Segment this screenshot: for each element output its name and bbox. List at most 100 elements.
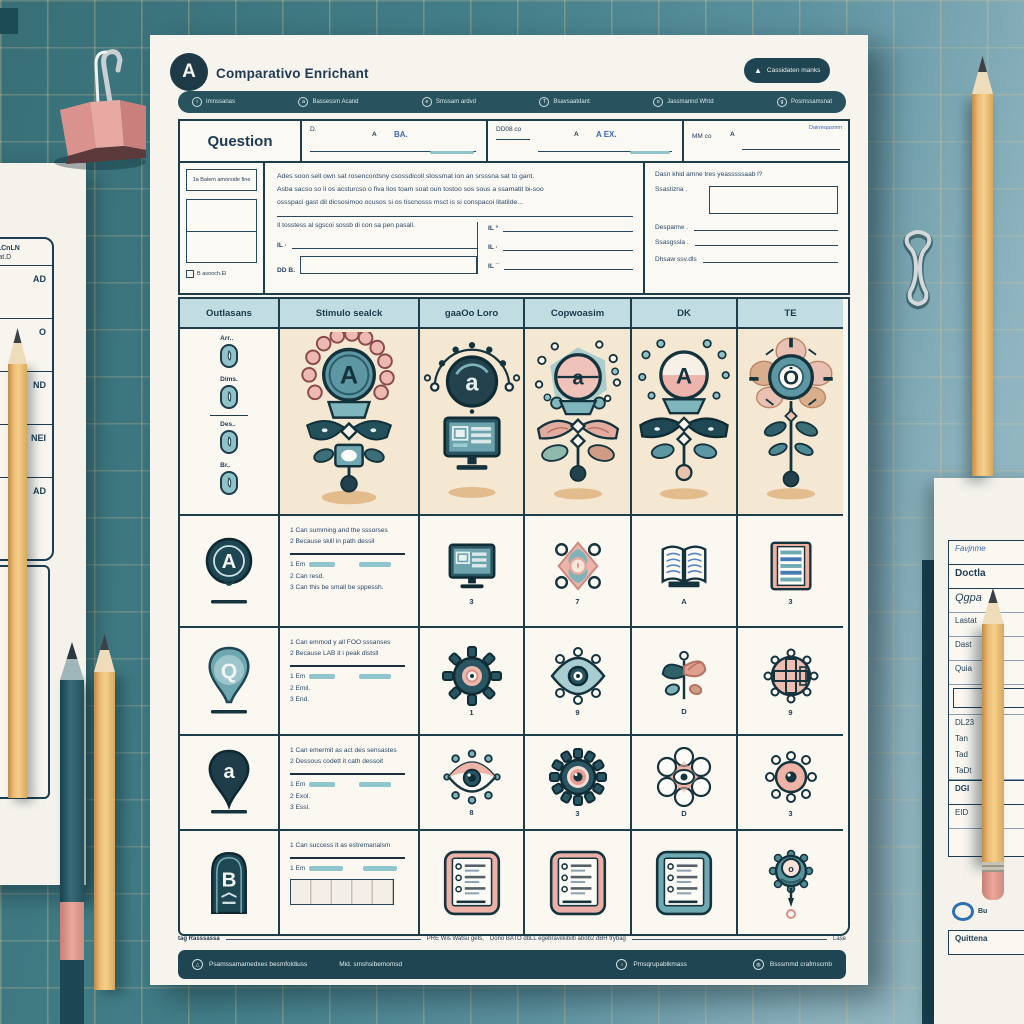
- nav-item[interactable]: T Bsavsaatdant: [539, 97, 590, 107]
- row-card-cell: [420, 831, 525, 934]
- flower-a-monitor: a: [423, 341, 520, 498]
- checkbox-icon[interactable]: [186, 270, 194, 278]
- left-paper-subheading: sssnat.D: [0, 254, 12, 261]
- question-field-cell: DD08 co A A EX.: [488, 121, 684, 161]
- fill-in-line[interactable]: [496, 139, 530, 140]
- mosaic-icon: [763, 648, 818, 703]
- fill-in-line[interactable]: [694, 237, 838, 246]
- note-item: 1 Em: [290, 779, 392, 790]
- instructions-right-cell: Dasn khid amne tres yeasssssaab l? Ssast…: [645, 163, 848, 293]
- icon-label: 7: [575, 596, 580, 606]
- fill-in-line[interactable]: [702, 254, 838, 263]
- footnote-rule: [631, 938, 827, 940]
- flower-a-half: A: [638, 338, 730, 499]
- right-question: Dasn khid amne tres yeasssssaab l?: [655, 171, 763, 178]
- footer-item[interactable]: Bsssmmd crafmscmb: [769, 961, 832, 968]
- flower-illustration-cell: a: [420, 329, 525, 516]
- pin-lowercase-a-icon: a: [208, 749, 250, 813]
- left-paper-row-label: NEI: [30, 433, 46, 443]
- highlight-bar: [309, 674, 336, 680]
- outcome-pill[interactable]: [220, 430, 238, 454]
- nav-icon: i: [192, 97, 202, 107]
- footnote-rule: [225, 938, 421, 940]
- outcome-pill[interactable]: [220, 344, 238, 368]
- nav-bar: i Imnssanas a Bassessm Acand e Smssam ardvd…: [178, 91, 846, 113]
- eye-icon: [442, 749, 501, 805]
- fill-in-line[interactable]: [502, 241, 633, 251]
- flower-o-gear: Ȯ: [748, 336, 833, 499]
- fill-in-line[interactable]: [310, 151, 476, 152]
- sub-instruction-line: Il tosstess al sgscoi sossb di con sa pe…: [277, 221, 415, 229]
- row-card-cell: [632, 831, 738, 934]
- flower-illustration-cell: A: [632, 329, 738, 516]
- note-item: 3 End.: [290, 695, 310, 703]
- footnote-right: Lase: [833, 936, 847, 942]
- gear-eye-icon: [548, 748, 607, 806]
- footnote-left: tag Rasssassa: [178, 936, 220, 942]
- row-pin-cell: Q: [180, 628, 280, 736]
- field-label: DD08 co: [496, 126, 522, 133]
- row-icon-cell: D: [632, 736, 738, 831]
- field-label: Dhsaw ssv.dls: [655, 256, 697, 263]
- nav-icon: g: [776, 97, 787, 107]
- header-badge[interactable]: ▲ Cassidaten manks: [744, 58, 831, 83]
- fill-in-line[interactable]: [742, 149, 840, 150]
- svg-text:A: A: [222, 551, 236, 573]
- flower-eye-icon: [656, 747, 712, 807]
- field-label: Despamw .: [655, 224, 688, 231]
- outcome-pill[interactable]: [220, 471, 238, 495]
- answer-grid-box[interactable]: [290, 879, 394, 906]
- nav-item[interactable]: o Jassmannd Whtd: [653, 97, 714, 107]
- pencil-icon: [972, 56, 993, 476]
- row-icon-cell: 9: [738, 628, 843, 736]
- sun-icon: [764, 751, 817, 803]
- side-bottom-label: B asooch.El: [197, 271, 227, 277]
- fill-in-line[interactable]: [538, 151, 672, 152]
- left-paper-row-label: AD: [33, 274, 46, 284]
- nav-item[interactable]: a Bassessm Acand: [298, 97, 358, 107]
- highlight-bar: [309, 782, 336, 788]
- badge-label: Cassidaten manks: [766, 67, 821, 74]
- footer-item[interactable]: Pmsqrupablkmass: [633, 961, 687, 968]
- plant-icon: [661, 650, 707, 699]
- feather-icon: [227, 350, 232, 361]
- ornament-icon: o: [768, 849, 813, 919]
- row-icon-cell: D: [632, 628, 738, 736]
- icon-label: 3: [788, 809, 793, 818]
- note-item: 1 Em: [290, 671, 392, 682]
- footer-item[interactable]: Mid. smshsibemomsd: [339, 961, 403, 968]
- fill-in-line[interactable]: [291, 238, 477, 249]
- footnote-row: tag Rasssassa PRE Wis Watsu gets, Dono B…: [178, 936, 846, 942]
- fill-in-line[interactable]: [693, 222, 838, 231]
- instruction-paragraph-line: Ades soon sell own sat rosencordsny csos…: [277, 173, 535, 180]
- nav-item[interactable]: g Posmssamsnat: [776, 97, 832, 107]
- note-item: 1 Em: [290, 559, 392, 570]
- page-title: Comparativo Enrichant: [216, 66, 369, 81]
- footer-icon: ◍: [752, 959, 764, 970]
- note-line: 1 Can emermit as act des sensastes: [290, 747, 397, 754]
- field-value: A EX.: [596, 130, 617, 139]
- nav-item[interactable]: e Smssam ardvd: [421, 97, 476, 107]
- row-icon-cell: 8: [420, 736, 525, 831]
- checklist-card-teal-icon: [655, 850, 713, 915]
- fill-in-box[interactable]: [709, 186, 838, 214]
- row-icon-cell: 3: [525, 736, 632, 831]
- footer-icon: △: [192, 959, 203, 970]
- worksheet-page: A Comparativo Enrichant ▲ Cassidaten man…: [150, 35, 868, 985]
- svg-text:Ȯ: Ȯ: [783, 366, 799, 389]
- highlight-bar: [359, 782, 392, 788]
- svg-text:o: o: [788, 864, 794, 874]
- fill-in-line[interactable]: [503, 222, 633, 232]
- fill-in-box[interactable]: [299, 255, 477, 274]
- column-header: Stimulo sealck: [280, 299, 420, 329]
- side-empty-field[interactable]: [187, 200, 256, 232]
- icon-label: 8: [469, 808, 474, 817]
- footer-item[interactable]: Psamssamamedxes besmfoldiuss: [209, 961, 308, 968]
- pill-label: Des..: [220, 421, 236, 428]
- flower-a-pink: a: [534, 339, 621, 499]
- outcome-pill[interactable]: [220, 385, 238, 409]
- svg-text:a: a: [465, 370, 479, 396]
- nav-item[interactable]: i Imnssanas: [192, 97, 235, 107]
- fill-in-line[interactable]: [504, 260, 633, 270]
- left-paper-row-label: ND: [33, 380, 46, 390]
